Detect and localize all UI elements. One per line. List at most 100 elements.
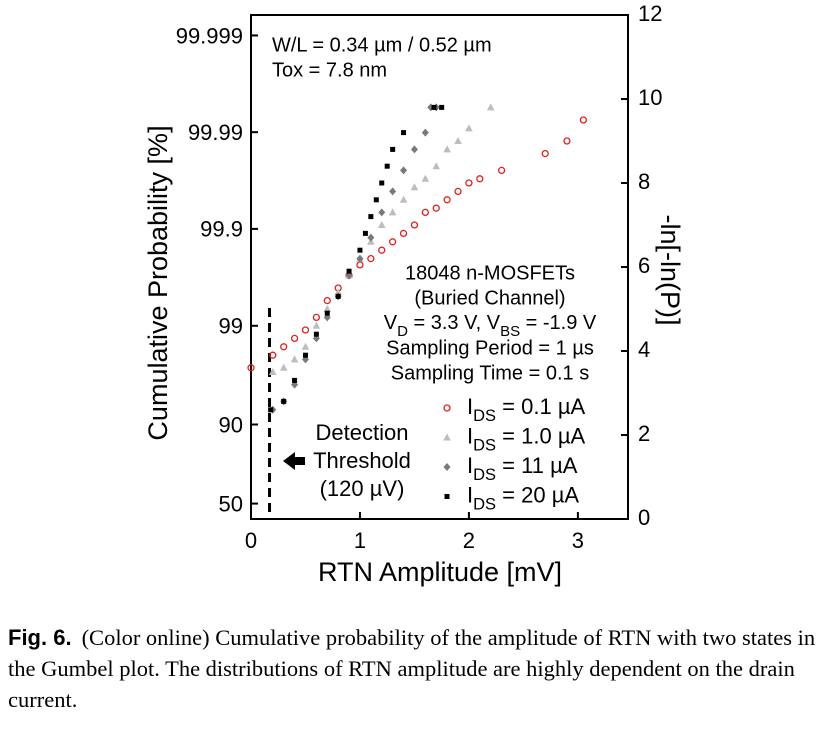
data-point (410, 221, 419, 229)
data-point (362, 230, 368, 236)
y2-tick-label: 4 (638, 337, 650, 362)
x-axis-label: RTN Amplitude [mV] (318, 557, 562, 587)
data-point (367, 233, 375, 242)
caption-label: Fig. 6. (8, 625, 72, 650)
condition-note: VD = 3.3 V, VBS = -1.9 V (384, 312, 597, 340)
data-point (541, 149, 549, 158)
y2-tick-label: 8 (638, 169, 650, 194)
data-point (313, 331, 319, 337)
data-point (399, 229, 408, 238)
data-point (368, 214, 374, 220)
data-point (389, 187, 397, 196)
data-point (373, 197, 379, 203)
data-point (465, 124, 473, 132)
data-point (324, 310, 330, 316)
condition-note: Sampling Time = 0.1 s (391, 362, 589, 384)
data-point (476, 175, 484, 183)
data-point (497, 166, 506, 175)
data-point (378, 246, 386, 254)
data-point (443, 145, 451, 153)
data-point (290, 334, 299, 343)
legend-marker (443, 463, 451, 471)
threshold-label: Detection (316, 420, 409, 445)
data-point (301, 342, 310, 350)
data-point (388, 238, 397, 246)
y-tick-label: 50 (219, 491, 243, 516)
data-point (401, 130, 407, 136)
data-point (247, 364, 255, 372)
data-point (390, 146, 396, 152)
y2-tick-label: 0 (638, 505, 650, 530)
threshold-label: (120 µV) (320, 476, 405, 501)
data-point (465, 179, 473, 187)
device-note: Tox = 7.8 nm (272, 59, 387, 81)
data-point (454, 187, 462, 196)
device-note: W/L = 0.34 µm / 0.52 µm (272, 34, 492, 56)
data-point (279, 363, 288, 371)
data-point (323, 296, 331, 305)
data-point (410, 145, 418, 154)
condition-note: (Buried Channel) (414, 287, 565, 309)
data-point (335, 293, 341, 299)
x-tick-label: 2 (463, 528, 475, 553)
data-point (379, 180, 385, 186)
y2-tick-label: 12 (638, 1, 662, 26)
data-point (290, 355, 299, 363)
y-tick-label: 99 (219, 314, 243, 339)
legend-marker (443, 404, 451, 412)
data-point (443, 196, 451, 204)
data-point (346, 268, 352, 274)
chart: RTN Amplitude [mV] Cumulative Probabilit… (143, 1, 685, 587)
x-tick-label: 3 (572, 528, 584, 553)
data-point (334, 288, 342, 296)
y-tick-label: 99.99 (188, 120, 243, 145)
data-point (579, 116, 587, 124)
caption-text: (Color online) Cumulative probability of… (8, 625, 816, 712)
threshold-arrow (283, 452, 305, 470)
data-point (421, 128, 429, 137)
data-point (269, 351, 277, 359)
data-point (268, 407, 274, 413)
y-tick-label: 90 (219, 412, 243, 437)
data-point (384, 163, 390, 169)
legend-label: IDS = 0.1 µA (467, 394, 585, 426)
legend-label: IDS = 1.0 µA (467, 423, 585, 455)
data-point (454, 137, 462, 144)
y-tick-label: 99.9 (200, 217, 243, 242)
data-point (301, 326, 310, 334)
data-point (421, 174, 430, 182)
data-point (400, 166, 408, 175)
data-point (281, 398, 287, 404)
x-tick-label: 1 (354, 528, 366, 553)
data-point (431, 104, 437, 110)
data-point (312, 321, 321, 329)
y-tick-label: 99.999 (176, 23, 243, 48)
caption: Fig. 6. (Color online) Cumulative probabi… (8, 622, 820, 715)
condition-note: Sampling Period = 1 µs (386, 337, 594, 359)
data-point (312, 313, 321, 322)
y2-axis-label: -ln[-ln(P)] (655, 214, 685, 325)
legend-marker (443, 433, 451, 441)
data-point (399, 195, 408, 203)
data-point (302, 352, 308, 358)
data-point (486, 103, 495, 111)
data-point (280, 343, 288, 351)
data-point (292, 377, 298, 383)
data-point (357, 247, 363, 253)
data-point (356, 254, 364, 263)
y2-tick-label: 10 (638, 85, 662, 110)
data-point (421, 208, 429, 217)
legend-label: IDS = 11 µA (467, 453, 578, 485)
data-point (378, 208, 386, 217)
data-point (563, 137, 571, 145)
data-point (388, 208, 397, 216)
data-point (268, 368, 277, 375)
y-axis-label: Cumulative Probability [%] (143, 125, 173, 440)
legend-label: IDS = 20 µA (467, 482, 579, 514)
x-tick-label: 0 (245, 528, 257, 553)
data-point (432, 162, 441, 170)
data-point (432, 204, 440, 212)
data-point (410, 183, 419, 191)
data-point (377, 221, 386, 228)
